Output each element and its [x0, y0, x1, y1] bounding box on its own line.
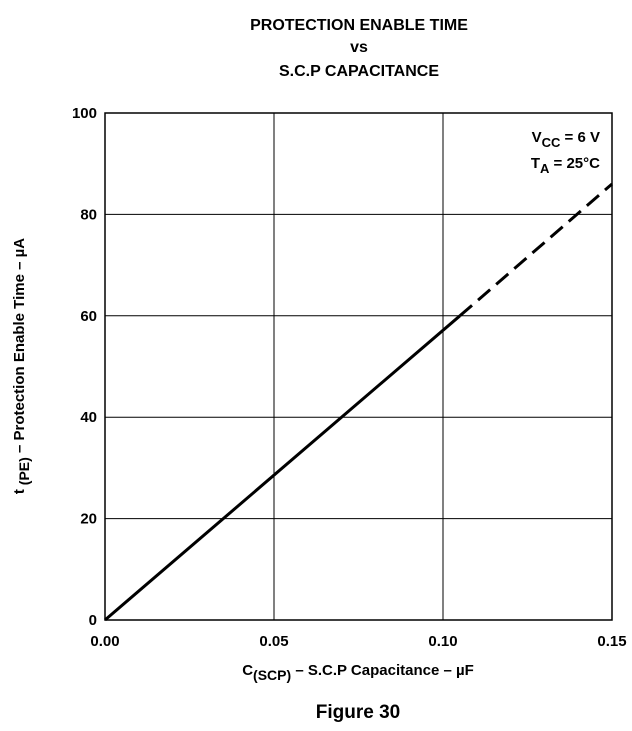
data-line: [104, 314, 461, 622]
x-tick-label: 0.00: [90, 633, 119, 650]
plot-border: [104, 112, 613, 621]
x-axis-label: C(SCP) – S.C.P Capacitance – µF: [242, 662, 474, 683]
y-tick-label: 80: [80, 206, 97, 223]
y-tick-label: 40: [80, 409, 97, 426]
y-tick-label: 20: [80, 511, 97, 528]
chart-title: PROTECTION ENABLE TIME: [250, 17, 468, 34]
y-tick-label: 100: [72, 105, 97, 122]
annotation: VCC = 6 V: [532, 129, 600, 150]
chart-title: vs: [350, 39, 368, 56]
y-axis-label: t (PE) – Protection Enable Time – µA: [11, 238, 32, 494]
y-tick-label: 60: [80, 308, 97, 325]
figure-caption: Figure 30: [316, 702, 400, 723]
y-tick-label: 0: [89, 612, 97, 629]
x-tick-label: 0.10: [428, 633, 457, 650]
x-tick-label: 0.15: [597, 633, 626, 650]
x-tick-label: 0.05: [259, 633, 288, 650]
chart-title: S.C.P CAPACITANCE: [279, 63, 439, 80]
data-line: [458, 182, 613, 317]
annotation: TA = 25°C: [531, 155, 600, 176]
